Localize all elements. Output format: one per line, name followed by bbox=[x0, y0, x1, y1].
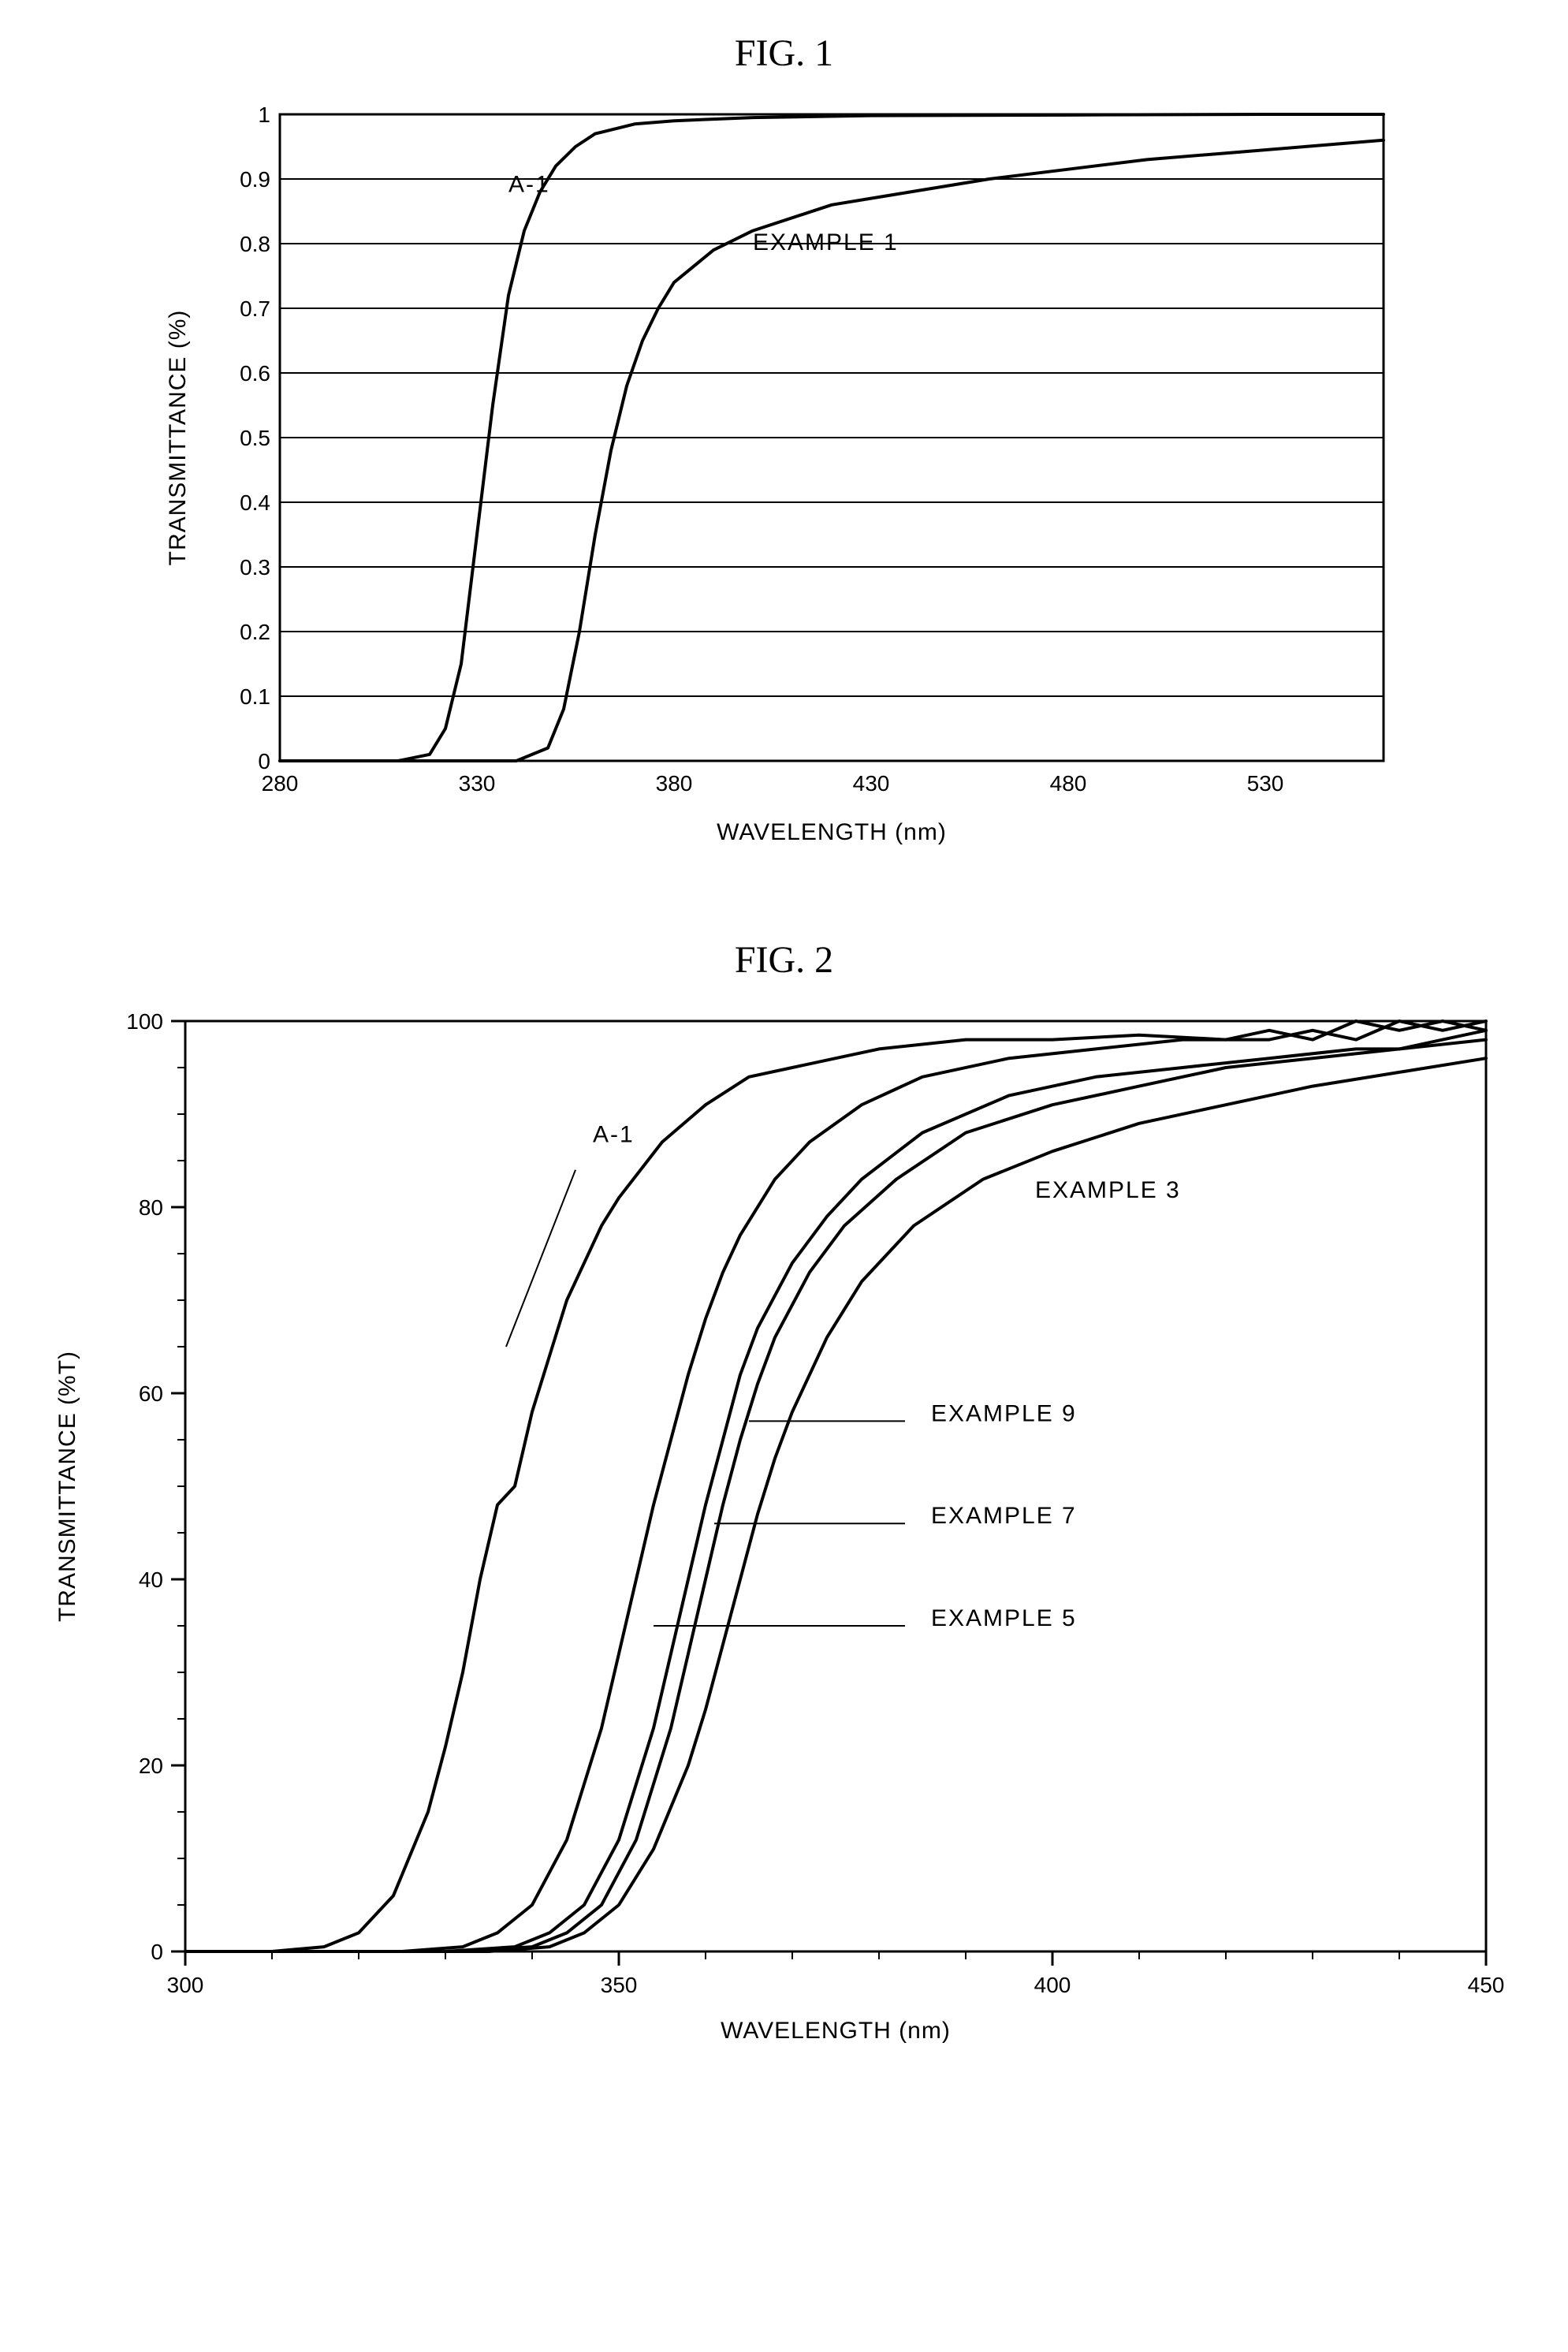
series-label: EXAMPLE 3 bbox=[1035, 1177, 1181, 1203]
fig2-title: FIG. 2 bbox=[32, 938, 1536, 982]
ytick-label: 0.5 bbox=[240, 426, 270, 450]
ytick-label: 0.6 bbox=[240, 361, 270, 386]
ytick-label: 0.2 bbox=[240, 620, 270, 644]
series-label: A-1 bbox=[593, 1121, 635, 1147]
ytick-label: 20 bbox=[138, 1754, 162, 1778]
xtick-label: 380 bbox=[655, 771, 692, 796]
chart-svg: 0 20 40 60 80 100 300 350 400 450 WAVELENGTH (nm) T… bbox=[51, 1005, 1518, 2054]
series-EXAMPLE 7 bbox=[185, 1031, 1486, 1951]
ytick-label: 0.1 bbox=[240, 684, 270, 709]
ytick-label: 0 bbox=[151, 1940, 163, 1964]
figure-1: FIG. 1 0 0.1 0.2 0.3 0.4 0.5 0.6 0.7 0.8 0.9 1 280 3… bbox=[32, 32, 1536, 859]
plot-border bbox=[185, 1021, 1486, 1951]
xtick-label: 480 bbox=[1049, 771, 1086, 796]
xtick-label: 350 bbox=[600, 1973, 637, 1997]
xtick-label: 280 bbox=[261, 771, 298, 796]
ytick-label: 0.8 bbox=[240, 232, 270, 256]
series-label: EXAMPLE 9 bbox=[931, 1400, 1077, 1426]
ylabel: TRANSMITTANCE (%) bbox=[165, 310, 191, 566]
label-leader bbox=[506, 1170, 575, 1347]
series-label: A-1 bbox=[508, 171, 550, 197]
xlabel: WAVELENGTH (nm) bbox=[717, 819, 947, 845]
ylabel: TRANSMITTANCE (%T) bbox=[54, 1351, 80, 1622]
xtick-label: 450 bbox=[1467, 1973, 1504, 1997]
series-EXAMPLE 9 bbox=[185, 1040, 1486, 1951]
xtick-label: 300 bbox=[166, 1973, 203, 1997]
ytick-label: 40 bbox=[138, 1567, 162, 1592]
ytick-label: 1 bbox=[258, 103, 270, 127]
ytick-label: 0.7 bbox=[240, 296, 270, 321]
xtick-label: 330 bbox=[458, 771, 495, 796]
xtick-label: 400 bbox=[1034, 1973, 1071, 1997]
fig1-chart: 0 0.1 0.2 0.3 0.4 0.5 0.6 0.7 0.8 0.9 1 280 330 380 43… bbox=[162, 99, 1407, 859]
fig2-chart: 0 20 40 60 80 100 300 350 400 450 WAVELENGTH (nm) T… bbox=[51, 1005, 1518, 2058]
series-label: EXAMPLE 7 bbox=[931, 1503, 1077, 1529]
ytick-label: 0.4 bbox=[240, 490, 270, 515]
chart-svg: 0 0.1 0.2 0.3 0.4 0.5 0.6 0.7 0.8 0.9 1 280 330 380 43… bbox=[162, 99, 1407, 855]
xtick-label: 430 bbox=[852, 771, 889, 796]
ytick-label: 100 bbox=[126, 1009, 163, 1034]
ytick-label: 80 bbox=[138, 1195, 162, 1220]
series-label: EXAMPLE 1 bbox=[753, 229, 899, 255]
figure-2: FIG. 2 0 20 40 60 80 100 300 350 400 450 WAVELENGT… bbox=[32, 938, 1536, 2058]
ytick-label: 60 bbox=[138, 1381, 162, 1406]
xtick-label: 530 bbox=[1246, 771, 1283, 796]
series-EXAMPLE 3 bbox=[185, 1058, 1486, 1951]
ytick-label: 0 bbox=[258, 749, 270, 773]
ytick-label: 0.9 bbox=[240, 167, 270, 192]
ytick-label: 0.3 bbox=[240, 555, 270, 580]
fig1-title: FIG. 1 bbox=[32, 32, 1536, 75]
series-A-1 bbox=[185, 1021, 1486, 1951]
series-EXAMPLE 5 bbox=[185, 1021, 1486, 1951]
series-label: EXAMPLE 5 bbox=[931, 1605, 1077, 1631]
xlabel: WAVELENGTH (nm) bbox=[721, 2018, 951, 2044]
